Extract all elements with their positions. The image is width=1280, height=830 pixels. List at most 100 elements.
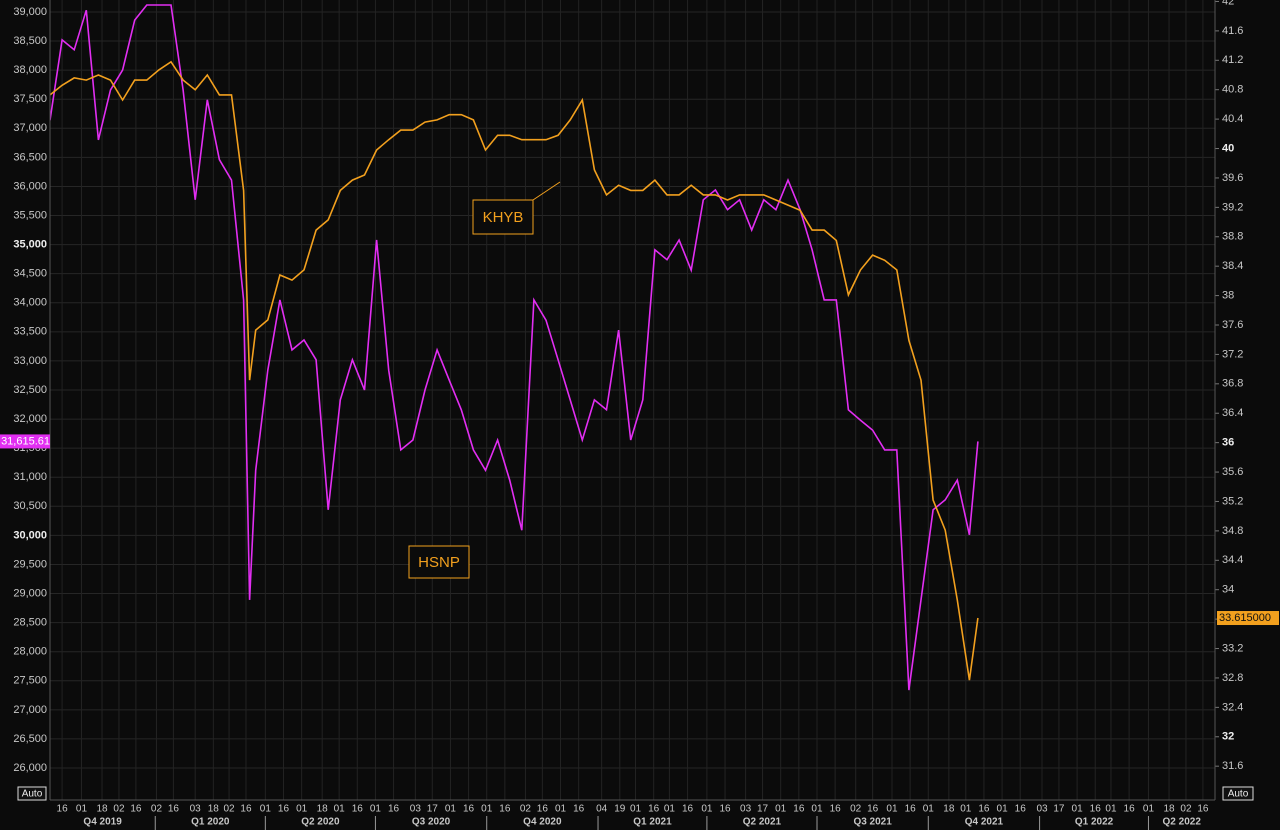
x-tick-label: 16 [867,804,879,815]
y2-tick-label: 34.8 [1222,525,1243,537]
quarter-label: Q3 2020 [412,817,451,828]
button-label[interactable]: Auto [1228,789,1249,800]
x-tick-label: 18 [943,804,955,815]
y-tick-label: 35,000 [13,239,47,251]
y-tick-label: 33,500 [13,326,47,338]
x-tick-label: 01 [481,804,493,815]
auto-button-left[interactable]: Auto [17,786,47,801]
button-frame[interactable] [17,786,47,801]
last-value-tag [1217,611,1279,626]
y-tick-label: 36,000 [13,180,47,192]
y-tick-label: 32,000 [13,413,47,425]
x-tick-label: 18 [208,804,220,815]
x-tick-label: 01 [886,804,898,815]
x-tick-label: 02 [1180,804,1192,815]
y-tick-label: 34,000 [13,297,47,309]
y-tick-label: 37,000 [13,122,47,134]
x-tick-label: 19 [614,804,626,815]
y2-tick-label: 40.8 [1222,84,1243,96]
quarter-label: Q4 2020 [523,817,562,828]
y2-tick-label: 40 [1222,142,1234,154]
y2-tick-label: 36.4 [1222,407,1243,419]
y-tick-label: 32,500 [13,384,47,396]
y-tick-label: 39,000 [13,6,47,18]
y2-tick-label: 32 [1222,731,1234,743]
lines [50,4,979,691]
quarter-label: Q2 2022 [1163,817,1202,828]
x-tick-label: 16 [648,804,660,815]
x-tick-label: 16 [278,804,290,815]
y2-tick-label: 39.2 [1222,201,1243,213]
annotation-box [408,545,470,579]
y2-tick-label: 33.2 [1222,642,1243,654]
y2-tick-label: 38 [1222,289,1234,301]
x-tick-label: 03 [740,804,752,815]
y-tick-label: 28,000 [13,646,47,658]
series-line [50,4,979,691]
y2-tick-label: 36 [1222,437,1234,449]
x-tick-label: 01 [630,804,642,815]
y2-tick-label: 31.6 [1222,760,1243,772]
y2-tick-label: 37.6 [1222,319,1243,331]
x-tick-label: 16 [978,804,990,815]
y2-tick-label: 35.2 [1222,495,1243,507]
y2-tick-label: 37.2 [1222,348,1243,360]
x-tick-label: 01 [923,804,935,815]
x-tick-label: 01 [76,804,88,815]
x-tick-label: 02 [223,804,235,815]
quarter-label: Q2 2021 [743,817,782,828]
y2-tick-label: 41.6 [1222,25,1243,37]
y2-tick-label: 32.8 [1222,672,1243,684]
x-tick-label: 16 [499,804,511,815]
y2-tick-label: 35.6 [1222,466,1243,478]
x-tick-label: 02 [151,804,163,815]
x-tick-label: 01 [555,804,567,815]
x-tick-label: 16 [573,804,585,815]
x-tick-label: 17 [1053,804,1065,815]
x-tick-label: 01 [775,804,787,815]
x-tick-label: 16 [57,804,69,815]
y2-tick-label: 40.4 [1222,113,1243,125]
auto-button-right[interactable]: Auto [1222,786,1254,801]
y2-tick-label: 38.8 [1222,231,1243,243]
x-tick-label: 18 [1163,804,1175,815]
x-tick-label: 01 [370,804,382,815]
y2-tick-label: 41.2 [1222,54,1243,66]
y-tick-label: 27,500 [13,675,47,687]
y-tick-label: 33,000 [13,355,47,367]
button-frame[interactable] [1222,786,1254,801]
x-tick-label: 01 [1105,804,1117,815]
x-tick-label: 02 [850,804,862,815]
y-tick-label: 38,000 [13,64,47,76]
annotation-box [472,199,534,235]
x-tick-label: 16 [168,804,180,815]
quarter-label: Q1 2020 [191,817,230,828]
x-tick-label: 16 [240,804,252,815]
y-tick-label: 34,500 [13,268,47,280]
x-tick-label: 16 [830,804,842,815]
y-tick-label: 26,500 [13,733,47,745]
x-tick-label: 16 [905,804,917,815]
axes: 26,000 26,500 27,000 27,500 28,000 28,500 29,0… [13,0,1243,830]
x-tick-label: 16 [1124,804,1136,815]
x-tick-label: 01 [1143,804,1155,815]
x-tick-label: 16 [682,804,694,815]
x-tick-label: 16 [463,804,475,815]
quarter-label: Q1 2022 [1075,817,1114,828]
x-tick-label: 01 [260,804,272,815]
last-value-label: 33.615000 [1219,612,1271,624]
button-label[interactable]: Auto [22,789,43,800]
y2-tick-label: 36.8 [1222,378,1243,390]
y2-tick-label: 34 [1222,584,1234,596]
x-tick-label: 01 [664,804,676,815]
x-tick-label: 17 [757,804,769,815]
x-tick-label: 02 [113,804,125,815]
x-tick-label: 16 [352,804,364,815]
annotation-label: HSNP [418,554,460,571]
y2-tick-label: 42 [1222,0,1234,7]
x-tick-label: 01 [960,804,972,815]
x-tick-label: 01 [701,804,713,815]
y-tick-label: 30,000 [13,529,47,541]
